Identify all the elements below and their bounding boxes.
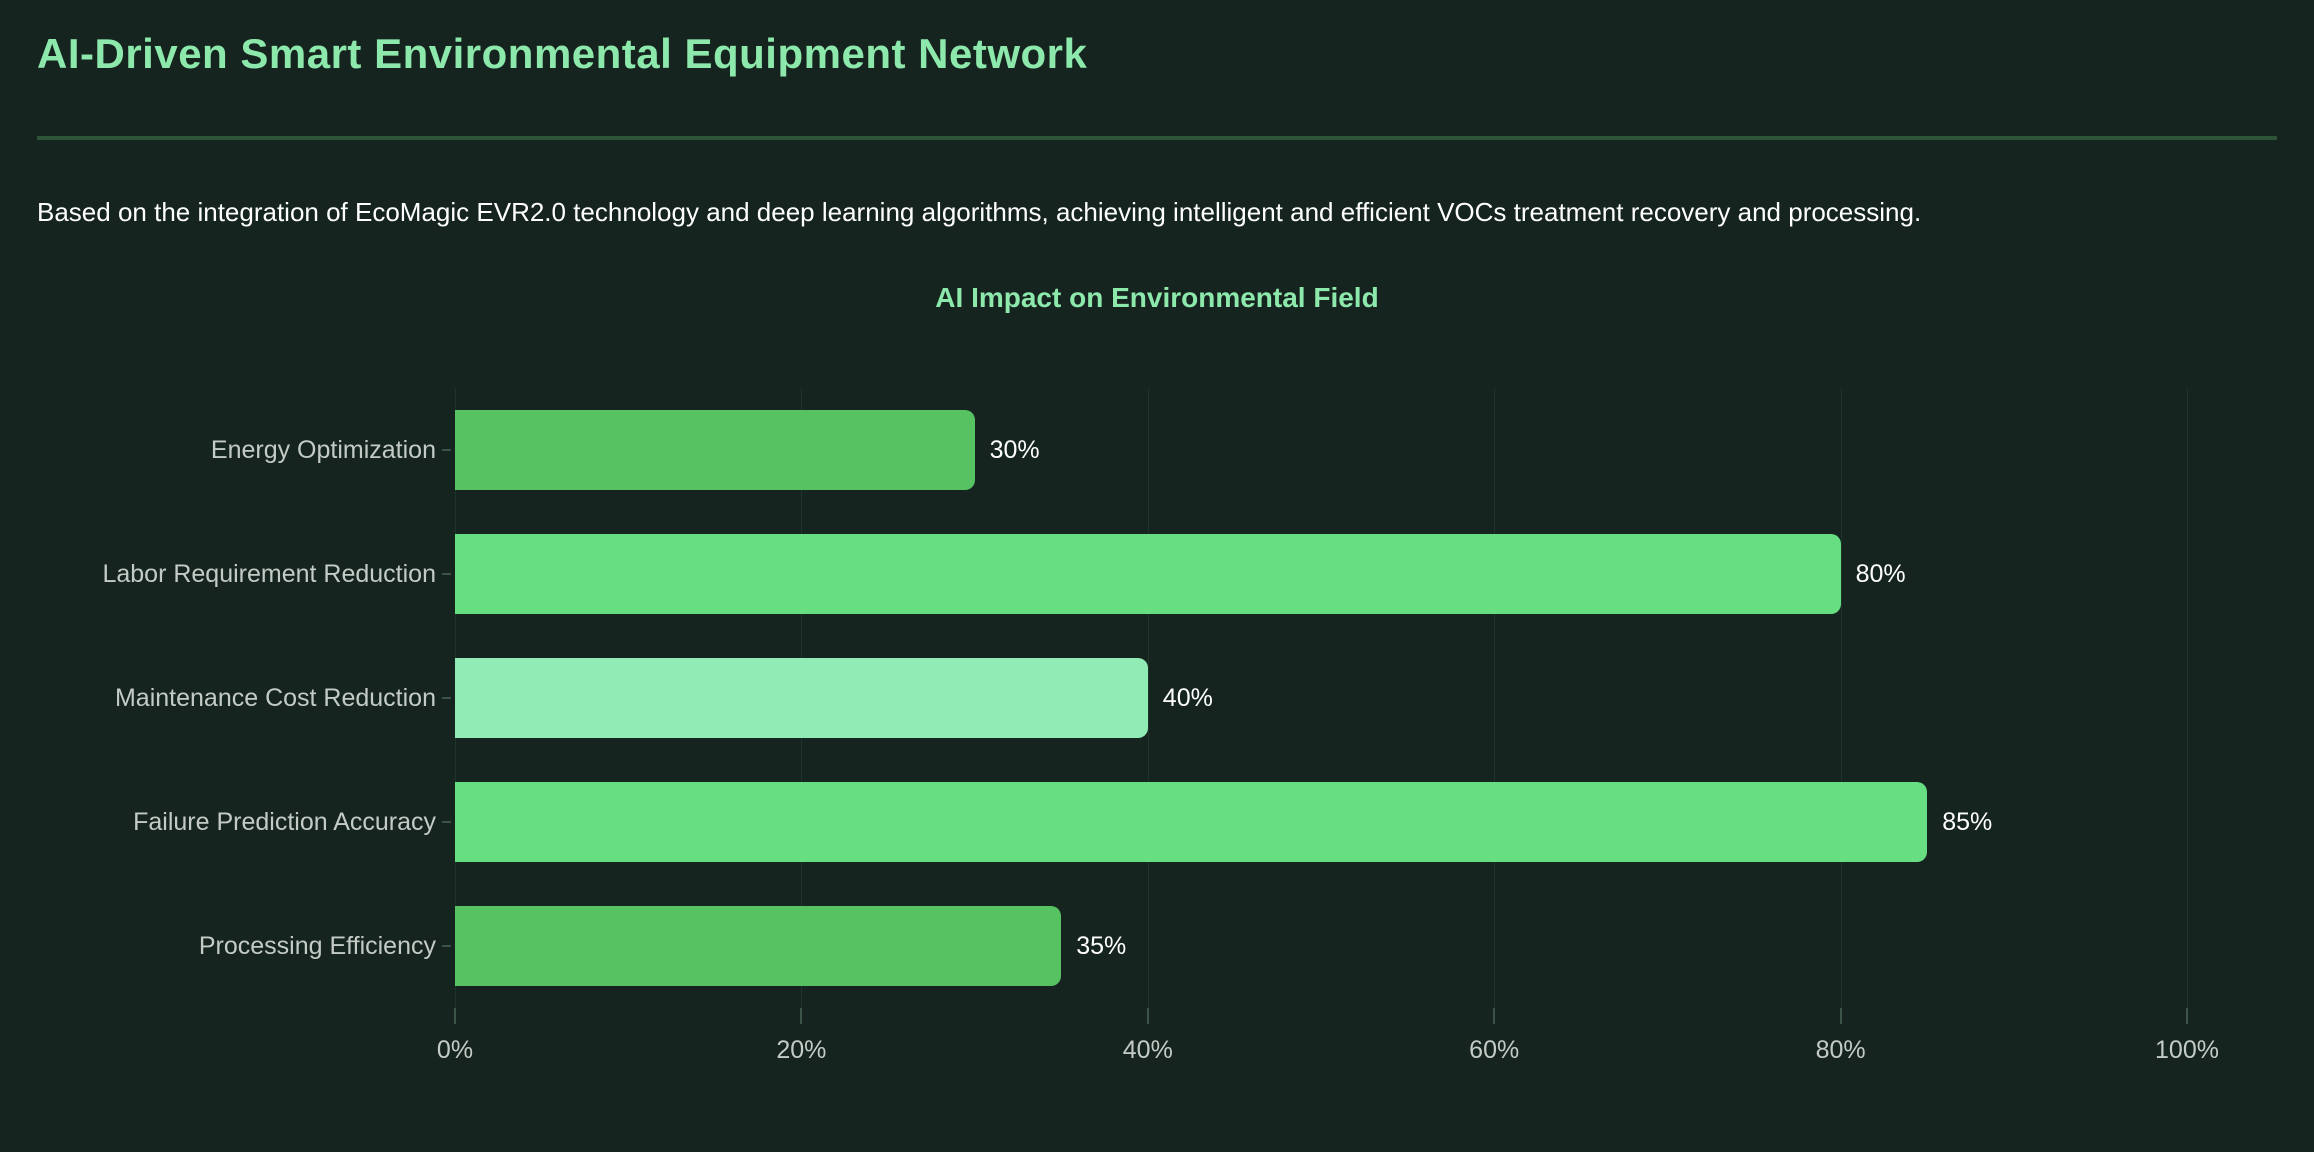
title-divider [37,136,2277,140]
x-tick-label-80: 80% [1815,1036,1866,1064]
x-tick-20 [800,1008,803,1024]
value-label-labor-requirement-reduction: 80% [1855,559,1906,588]
chart-row-labor-requirement-reduction: Labor Requirement Reduction 80% [102,512,2187,636]
x-tick-80 [1839,1008,1842,1024]
bar-chart: Energy Optimization 30% Labor Requirement … [37,388,2277,1072]
chart-section: AI Impact on Environmental Field Energy … [37,282,2277,1072]
value-label-energy-optimization: 30% [989,435,1040,464]
chart-row-maintenance-cost-reduction: Maintenance Cost Reduction 40% [115,636,2187,760]
bar-energy-optimization [455,410,975,490]
category-label-labor-requirement-reduction: Labor Requirement Reduction [102,559,436,588]
chart-row-failure-prediction-accuracy: Failure Prediction Accuracy 85% [133,760,2187,884]
bar-maintenance-cost-reduction [455,658,1148,738]
value-label-failure-prediction-accuracy: 85% [1942,807,1993,836]
chart-rows: Energy Optimization 30% Labor Requirement … [102,388,2187,1008]
gridline-100 [2187,388,2188,1008]
category-label-failure-prediction-accuracy: Failure Prediction Accuracy [133,807,436,836]
bar-labor-requirement-reduction [455,534,1841,614]
x-tick-label-60: 60% [1469,1036,1520,1064]
page-description: Based on the integration of EcoMagic EVR… [37,197,1922,227]
category-tick-failure-prediction-accuracy [442,821,451,823]
category-label-energy-optimization: Energy Optimization [210,435,436,464]
category-tick-labor-requirement-reduction [442,573,451,575]
x-tick-label-40: 40% [1122,1036,1173,1064]
category-label-processing-efficiency: Processing Efficiency [198,931,436,960]
category-tick-energy-optimization [442,449,451,451]
bar-failure-prediction-accuracy [455,782,1928,862]
chart-plot-area: Energy Optimization 30% Labor Requirement … [102,388,2188,1008]
value-label-maintenance-cost-reduction: 40% [1162,683,1213,712]
x-tick-label-20: 20% [776,1036,827,1064]
x-tick-label-100: 100% [2155,1036,2219,1064]
chart-row-processing-efficiency: Processing Efficiency 35% [199,884,2187,1008]
category-label-maintenance-cost-reduction: Maintenance Cost Reduction [114,683,436,712]
page-title: AI-Driven Smart Environmental Equipment … [37,30,1088,77]
chart-row-energy-optimization: Energy Optimization 30% [211,388,2187,512]
x-tick-60 [1493,1008,1496,1024]
x-tick-40 [1146,1008,1149,1024]
bar-processing-efficiency [455,906,1062,986]
chart-title: AI Impact on Environmental Field [935,282,1379,313]
chart-x-axis: 0% 20% 40% 60% 80% 100% [437,1008,2219,1072]
x-tick-100 [2186,1008,2188,1024]
x-tick-0 [454,1008,456,1024]
value-label-processing-efficiency: 35% [1076,931,1127,960]
category-tick-processing-efficiency [442,945,451,947]
category-tick-maintenance-cost-reduction [442,697,451,699]
x-tick-label-0: 0% [436,1036,474,1064]
